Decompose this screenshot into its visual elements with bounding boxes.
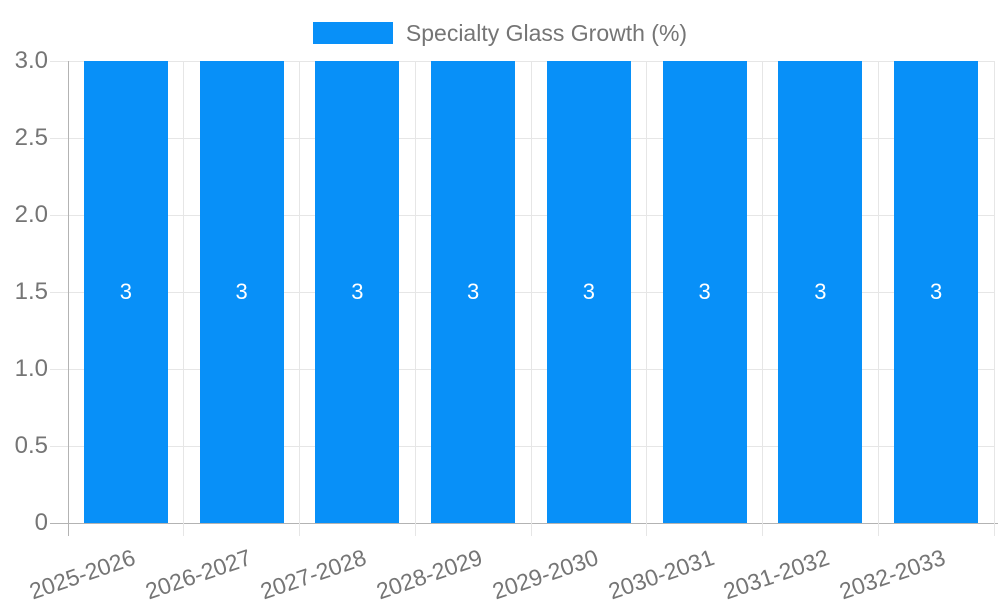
- x-category-label: 2032-2033: [836, 544, 949, 600]
- legend-series-label: Specialty Glass Growth (%): [405, 19, 688, 46]
- v-gridline: [993, 61, 995, 536]
- y-tick-label: 0.5: [14, 432, 48, 459]
- y-tick-label: 1.5: [14, 278, 48, 305]
- bar-value-label: 3: [467, 279, 480, 304]
- y-axis-line: [67, 61, 69, 536]
- x-category-label: 2031-2032: [720, 544, 833, 600]
- h-gridline: [50, 445, 994, 447]
- v-gridline: [530, 61, 532, 536]
- v-gridline: [877, 61, 879, 536]
- bar-value-label: 3: [930, 279, 943, 304]
- x-category-label: 2030-2031: [604, 544, 718, 600]
- bar-value-label: 3: [814, 279, 827, 304]
- y-tick-label: 0: [34, 509, 48, 536]
- v-gridline: [299, 61, 300, 536]
- x-category-label: 2029-2030: [488, 544, 602, 600]
- y-tick-label: 2.0: [14, 201, 48, 228]
- bar-value-label: 3: [235, 279, 248, 304]
- h-gridline: [50, 60, 994, 62]
- bar-2029-2030[interactable]: 3: [546, 61, 631, 523]
- bar-value-label: 3: [582, 279, 595, 304]
- bar-2032-2033[interactable]: 3: [894, 61, 979, 523]
- x-category-label: 2028-2029: [373, 544, 486, 600]
- y-tick-label: 1.0: [14, 355, 48, 382]
- bar-2026-2027[interactable]: 3: [199, 61, 284, 523]
- h-gridline: [50, 214, 994, 216]
- v-gridline: [762, 61, 763, 536]
- y-tick-label: 2.5: [14, 124, 48, 151]
- h-gridline: [50, 137, 994, 139]
- bar-2025-2026[interactable]: 3: [83, 61, 168, 523]
- bar-2027-2028[interactable]: 3: [315, 61, 400, 523]
- bar-value-label: 3: [119, 279, 132, 304]
- plot-area: 3 3 3 3 3 3 3 3: [50, 60, 998, 536]
- legend-color-swatch: [312, 22, 393, 44]
- chart-legend: Specialty Glass Growth (%): [0, 20, 1000, 46]
- bar-2030-2031[interactable]: 3: [662, 61, 747, 523]
- x-category-label: 2026-2027: [141, 544, 255, 600]
- h-gridline: [50, 368, 994, 370]
- x-category-label: 2027-2028: [257, 544, 370, 600]
- v-gridline: [646, 61, 648, 536]
- bar-value-label: 3: [698, 279, 711, 304]
- x-category-label: 2025-2026: [25, 544, 139, 600]
- v-gridline: [414, 61, 416, 536]
- bar-value-label: 3: [351, 279, 364, 304]
- bar-2028-2029[interactable]: 3: [431, 61, 516, 523]
- v-gridline: [183, 61, 185, 536]
- bar-2031-2032[interactable]: 3: [778, 61, 863, 523]
- y-tick-label: 3.0: [14, 47, 48, 74]
- y-axis-labels: 0 0.5 1.0 1.5 2.0 2.5 3.0: [0, 47, 48, 536]
- x-axis-baseline: [50, 522, 998, 524]
- x-axis-labels: 2025-2026 2026-2027 2027-2028 2028-2029 2029…: [26, 523, 994, 600]
- h-gridline: [50, 291, 994, 293]
